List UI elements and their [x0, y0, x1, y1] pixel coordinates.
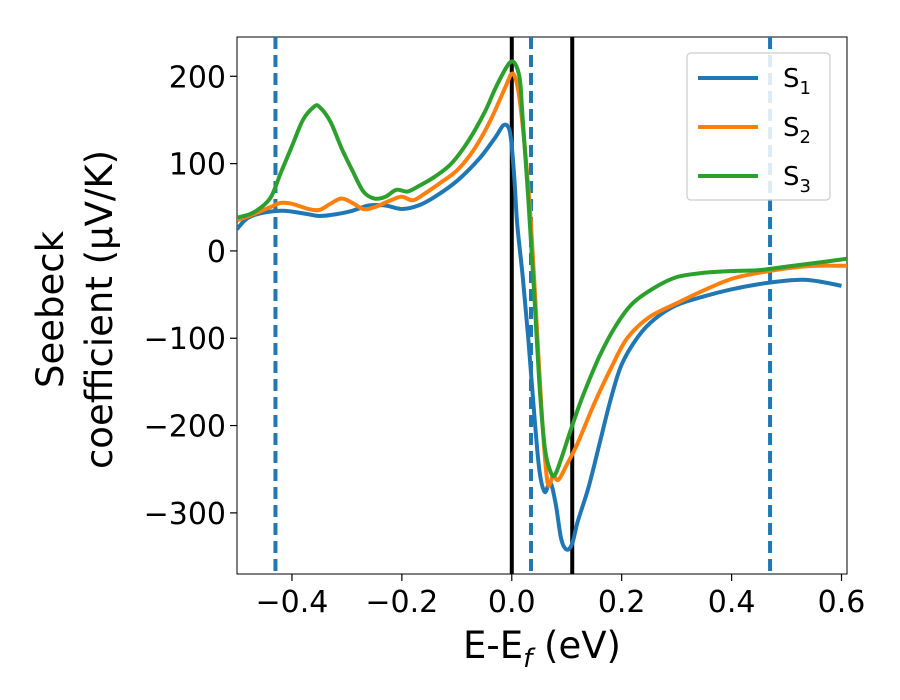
y-tick-label: −100: [144, 322, 226, 357]
x-tick-label: 0.4: [708, 585, 756, 620]
y-axis: 200 100 0 −100 −200 −300: [144, 60, 237, 532]
y-tick-label: 100: [169, 148, 226, 183]
series-line-s3: [237, 59, 847, 479]
y-axis-label-line2: coefficient (μV/K): [78, 150, 121, 469]
y-axis-label-line1: Seebeck: [29, 230, 72, 388]
series-line-s1: [237, 122, 842, 552]
legend-label-s1: S1: [783, 64, 811, 99]
legend-label-s2: S2: [783, 113, 811, 148]
x-tick-label: −0.2: [365, 585, 438, 620]
plot-area: [236, 36, 848, 575]
x-tick-label: −0.4: [256, 585, 329, 620]
reference-lines: [273, 37, 773, 574]
x-axis: −0.4 −0.2 0.0 0.2 0.4 0.6: [256, 574, 866, 620]
x-tick-label: 0.6: [818, 585, 866, 620]
x-tick-label: 0.0: [488, 585, 536, 620]
series-lines: [237, 59, 847, 552]
y-tick-label: −200: [144, 410, 226, 445]
x-axis-label: E-Ef (eV): [463, 624, 621, 674]
legend: S1 S2 S3: [686, 52, 831, 201]
y-tick-label: −300: [144, 497, 226, 532]
legend-box: [686, 52, 831, 201]
legend-label-s3: S3: [783, 162, 811, 197]
y-tick-label: 0: [207, 235, 226, 270]
series-line-s2: [237, 71, 847, 488]
y-tick-label: 200: [169, 60, 226, 95]
x-tick-label: 0.2: [598, 585, 646, 620]
